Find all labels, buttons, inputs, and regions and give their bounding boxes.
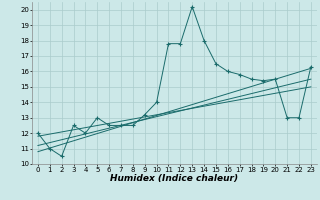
X-axis label: Humidex (Indice chaleur): Humidex (Indice chaleur) [110, 174, 238, 183]
